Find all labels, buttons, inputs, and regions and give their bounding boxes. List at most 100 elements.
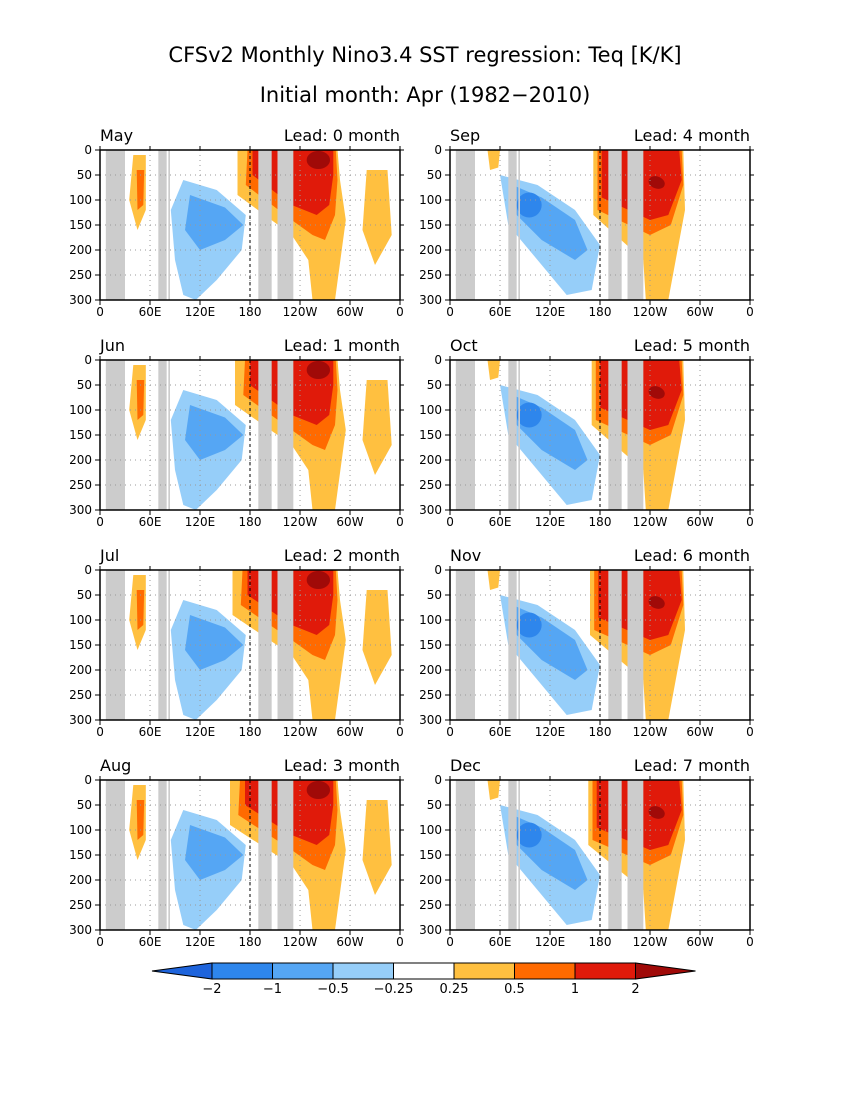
land-mask	[518, 570, 520, 720]
colorbar-label: −1	[263, 982, 282, 997]
panel-jul: 0 60E 120E 180 120W 60W 0 0 50 100 150 200 250 300 Jul…	[69, 546, 404, 739]
y-tick-label: 100	[419, 823, 442, 837]
x-tick-label: 0	[96, 935, 104, 949]
y-tick-label: 250	[419, 268, 442, 282]
x-tick-label: 60E	[139, 935, 162, 949]
y-tick-label: 200	[419, 873, 442, 887]
y-tick-label: 200	[69, 873, 92, 887]
y-tick-label: 150	[419, 638, 442, 652]
x-tick-label: 0	[396, 935, 404, 949]
land-mask	[518, 780, 520, 930]
y-tick-label: 300	[69, 713, 92, 727]
x-tick-label: 60E	[139, 725, 162, 739]
panel-lead-label: Lead: 7 month	[634, 756, 750, 775]
contour-shading	[136, 380, 145, 420]
x-tick-label: 0	[96, 515, 104, 529]
y-tick-label: 250	[419, 898, 442, 912]
x-tick-label: 180	[239, 935, 262, 949]
contour-shading	[362, 170, 392, 265]
contour-shading	[487, 360, 500, 380]
panel-month-label: Aug	[100, 756, 131, 775]
land-mask	[508, 150, 517, 300]
y-tick-label: 50	[427, 588, 442, 602]
x-tick-label: 180	[589, 515, 612, 529]
land-mask	[168, 150, 170, 300]
colorbar-label: −2	[202, 982, 221, 997]
contour-shading	[516, 402, 542, 428]
y-tick-label: 0	[434, 143, 442, 157]
contour-shading	[136, 800, 145, 840]
colorbar-swatch	[574, 962, 636, 980]
contour-shading	[487, 150, 500, 170]
colorbar-label: −0.5	[317, 982, 349, 997]
x-tick-label: 180	[589, 305, 612, 319]
x-tick-label: 120W	[633, 935, 668, 949]
y-tick-label: 50	[77, 798, 92, 812]
colorbar-label: 1	[571, 982, 579, 997]
land-mask	[508, 360, 517, 510]
y-tick-label: 50	[77, 378, 92, 392]
colorbar-swatch	[211, 962, 273, 980]
y-tick-label: 0	[84, 563, 92, 577]
x-tick-label: 60W	[336, 935, 363, 949]
contour-shading	[648, 386, 665, 399]
colorbar-swatch	[635, 962, 696, 980]
y-tick-label: 100	[69, 193, 92, 207]
x-tick-label: 60W	[686, 305, 713, 319]
x-tick-label: 120W	[633, 305, 668, 319]
y-tick-label: 0	[84, 353, 92, 367]
x-tick-label: 120W	[283, 515, 318, 529]
y-tick-label: 0	[84, 773, 92, 787]
x-tick-label: 180	[239, 305, 262, 319]
land-mask	[158, 780, 167, 930]
land-mask	[168, 570, 170, 720]
x-tick-label: 120W	[633, 725, 668, 739]
panel-lead-label: Lead: 2 month	[284, 546, 400, 565]
panel-sep: 0 60E 120E 180 120W 60W 0 0 50 100 150 200 250 300 Sep…	[419, 126, 754, 319]
y-tick-label: 300	[69, 923, 92, 937]
x-tick-label: 120W	[283, 305, 318, 319]
contour-shading	[185, 195, 244, 250]
panel-nov: 0 60E 120E 180 120W 60W 0 0 50 100 150 200 250 300 Nov…	[419, 546, 754, 739]
x-tick-label: 60W	[686, 725, 713, 739]
x-tick-label: 120E	[185, 935, 216, 949]
x-tick-label: 60E	[139, 515, 162, 529]
contour-shading	[185, 825, 244, 880]
land-mask	[258, 360, 272, 510]
y-tick-label: 300	[419, 713, 442, 727]
x-tick-label: 0	[746, 515, 754, 529]
x-tick-label: 60E	[489, 305, 512, 319]
x-tick-label: 60W	[686, 935, 713, 949]
y-tick-label: 200	[419, 453, 442, 467]
x-tick-label: 180	[239, 515, 262, 529]
x-tick-label: 120E	[185, 725, 216, 739]
land-mask	[608, 570, 622, 720]
panel-oct: 0 60E 120E 180 120W 60W 0 0 50 100 150 200 250 300 Oct…	[419, 336, 754, 529]
y-tick-label: 150	[419, 848, 442, 862]
x-tick-label: 120W	[283, 725, 318, 739]
x-tick-label: 60W	[336, 725, 363, 739]
x-tick-label: 60W	[686, 515, 713, 529]
y-tick-label: 0	[434, 773, 442, 787]
contour-shading	[648, 596, 665, 609]
colorbar-label: 0.25	[440, 982, 469, 997]
x-tick-label: 0	[446, 305, 454, 319]
x-tick-label: 0	[746, 935, 754, 949]
colorbar-swatch	[393, 962, 455, 980]
y-tick-label: 100	[69, 823, 92, 837]
panel-lead-label: Lead: 4 month	[634, 126, 750, 145]
land-mask	[608, 780, 622, 930]
land-mask	[158, 360, 167, 510]
x-tick-label: 0	[746, 305, 754, 319]
contour-shading	[306, 361, 330, 379]
y-tick-label: 200	[69, 243, 92, 257]
contour-shading	[516, 192, 542, 218]
panel-month-label: Jun	[99, 336, 125, 355]
contour-shading	[648, 806, 665, 819]
figure-subtitle: Initial month: Apr (1982−2010)	[260, 83, 591, 107]
panel-month-label: Dec	[450, 756, 481, 775]
y-tick-label: 300	[419, 923, 442, 937]
panel-may: 0 60E 120E 180 120W 60W 0 0 50 100 150 200 250 300 May…	[69, 126, 404, 319]
y-tick-label: 300	[419, 293, 442, 307]
